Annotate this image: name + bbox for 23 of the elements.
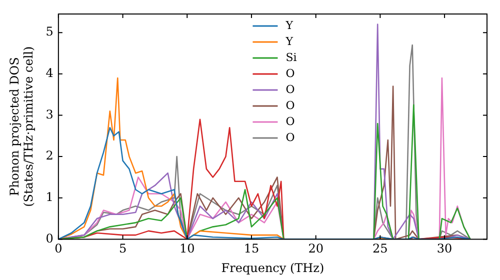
y-tick-label: 2 bbox=[46, 148, 54, 163]
x-tick-label: 15 bbox=[244, 242, 260, 256]
legend-label: O bbox=[286, 130, 295, 144]
legend-label: O bbox=[286, 66, 295, 80]
legend-label: O bbox=[286, 98, 295, 112]
x-tick-label: 30 bbox=[436, 242, 452, 256]
x-tick-label: 20 bbox=[308, 242, 324, 256]
legend-label: O bbox=[286, 82, 295, 96]
x-tick-label: 0 bbox=[54, 242, 62, 256]
y-axis-title: Phonon projected DOS (States/THz·primitive cell) bbox=[7, 46, 36, 207]
y-tick-label: 0 bbox=[46, 231, 54, 246]
legend-label: O bbox=[286, 114, 295, 128]
y-tick-label: 4 bbox=[46, 66, 54, 80]
legend-label: Y bbox=[284, 34, 294, 48]
y-tick-label: 5 bbox=[46, 24, 54, 39]
x-tick-label: 5 bbox=[118, 242, 127, 256]
x-tick-label: 25 bbox=[372, 242, 388, 256]
legend-label: Si bbox=[286, 50, 298, 64]
y-tick-label: 1 bbox=[46, 190, 54, 204]
x-axis-title: Frequency (THz) bbox=[221, 260, 324, 275]
x-tick-label: 10 bbox=[179, 242, 195, 256]
y-tick-label: 3 bbox=[46, 107, 54, 122]
legend-label: Y bbox=[284, 18, 294, 32]
